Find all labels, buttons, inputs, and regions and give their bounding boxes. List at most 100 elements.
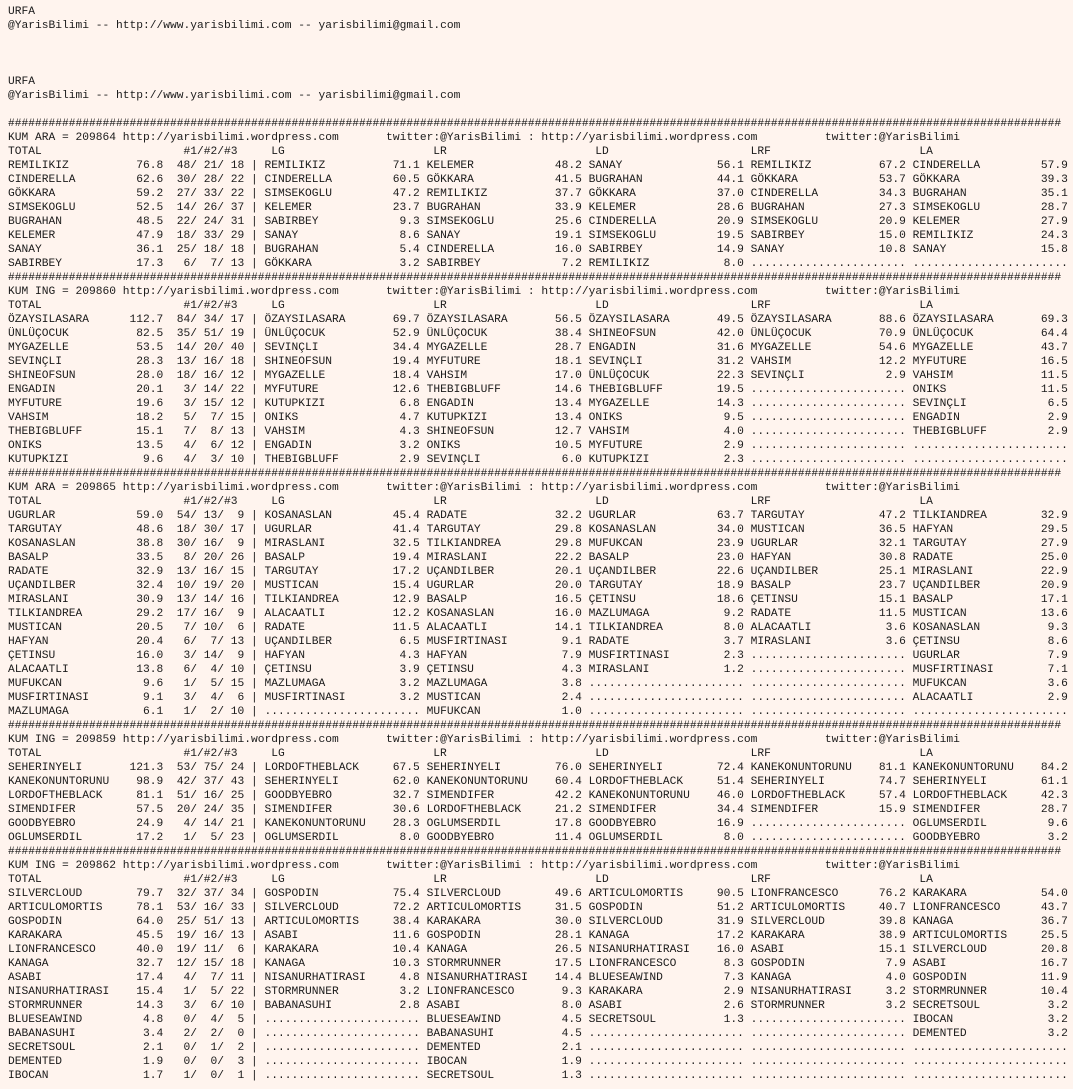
count-separator xyxy=(190,1013,197,1027)
cell-score: 19.4 xyxy=(392,356,420,368)
empty-cell-dots: ....................... xyxy=(750,706,906,718)
column-header-counts: #1/#2/#3 xyxy=(183,146,238,158)
cell-score: 15.9 xyxy=(878,804,906,816)
cell-ld: LIONFRANCESCO 8.3 xyxy=(589,957,744,971)
column-divider xyxy=(244,677,264,691)
total-score: 9.1 xyxy=(143,692,164,704)
placement-count-1: 4 xyxy=(183,818,191,830)
cell-name: SIMSEKOGLU xyxy=(750,216,819,228)
spacer xyxy=(582,341,589,355)
cell-la: ....................... xyxy=(913,1055,1068,1069)
table-row: MYFUTURE19.631512KUTUPKIZI6.8ENGADIN13.4… xyxy=(8,397,1073,411)
placement-count-3: 22 xyxy=(230,986,245,998)
cell-score: 18.4 xyxy=(392,370,420,382)
cell-score: 37.0 xyxy=(716,188,744,200)
cell-score: 6.0 xyxy=(561,454,582,466)
cell-score: 10.3 xyxy=(392,958,420,970)
spacer xyxy=(582,579,589,593)
cell-score: 18.6 xyxy=(716,594,744,606)
count-separator xyxy=(190,257,197,271)
cell-lrf: SEHERINYELI 74.7 xyxy=(751,775,906,789)
cell-lg: BUGRAHAN 5.4 xyxy=(265,243,420,257)
cell-score: 3.9 xyxy=(399,664,420,676)
column-header-total: TOTAL xyxy=(8,146,42,158)
cell-name: ARTICULOMORTIS xyxy=(264,916,360,928)
cell-lr: DEMENTED 2.1 xyxy=(427,1041,582,1055)
total-name: MIRASLANI xyxy=(8,594,69,606)
spacer xyxy=(582,453,589,467)
count-separator xyxy=(190,579,197,593)
cell-score: 21.2 xyxy=(554,804,582,816)
placement-count-1: 18 xyxy=(176,230,191,242)
spacer xyxy=(163,1027,170,1041)
title-block-1: URFA @YarisBilimi -- http://www.yarisbil… xyxy=(8,5,1073,33)
spacer xyxy=(744,985,751,999)
placement-count-3: 10 xyxy=(230,706,245,718)
spacer xyxy=(744,649,751,663)
spacer xyxy=(163,411,170,425)
placement-count-3: 25 xyxy=(230,790,245,802)
total-name: UGURLAR xyxy=(8,510,56,522)
placement-count-2: 11 xyxy=(203,944,218,956)
count-separator xyxy=(190,509,197,523)
cell-la: CINDERELLA 57.9 xyxy=(913,159,1068,173)
spacer xyxy=(582,425,589,439)
cell-score: 30.6 xyxy=(392,804,420,816)
cell-score: 18.1 xyxy=(554,356,582,368)
spacer xyxy=(582,649,589,663)
cell-lg: GÖKKARA 3.2 xyxy=(265,257,420,271)
cell-score: 1.3 xyxy=(561,1070,582,1082)
count-separator xyxy=(217,789,224,803)
total-name: BASALP xyxy=(8,552,49,564)
cell-lr: THEBIGBLUFF 14.6 xyxy=(427,383,582,397)
cell-name: UÇANDILBER xyxy=(588,566,657,578)
cell-lg: SABIRBEY 9.3 xyxy=(265,215,420,229)
cell-lr: ÜNLÜÇOCUK 38.4 xyxy=(427,327,582,341)
total-cell: BUGRAHAN 48.5 xyxy=(8,215,163,229)
column-divider xyxy=(244,215,264,229)
spacer xyxy=(906,439,913,453)
cell-lrf: ....................... xyxy=(751,1069,906,1083)
cell-name: MIRASLANI xyxy=(588,664,650,676)
cell-score: 19.5 xyxy=(716,230,744,242)
cell-la: GOODBYEBRO 3.2 xyxy=(913,831,1068,845)
cell-la: ALACAATLI 2.9 xyxy=(913,691,1068,705)
cell-score: 28.1 xyxy=(554,930,582,942)
cell-lg: NISANURHATIRASI 4.8 xyxy=(265,971,420,985)
placement-count-1: 1 xyxy=(183,832,191,844)
total-name: KANEKONUNTORUNU xyxy=(8,776,110,788)
spacer xyxy=(744,635,751,649)
total-name: GOSPODIN xyxy=(8,916,63,928)
total-cell: IBOCAN 1.7 xyxy=(8,1069,163,1083)
cell-lg: STORMRUNNER 3.2 xyxy=(265,985,420,999)
cell-name: SABIRBEY xyxy=(588,244,643,256)
column-divider xyxy=(244,621,264,635)
cell-name: NISANURHATIRASI xyxy=(750,986,852,998)
count-separator xyxy=(190,985,197,999)
placement-count-3: 15 xyxy=(230,566,245,578)
cell-la: STORMRUNNER 10.4 xyxy=(913,985,1068,999)
column-divider xyxy=(244,509,264,523)
cell-name: ÖZAYSILASARA xyxy=(588,314,670,326)
cell-lrf: ....................... xyxy=(751,1055,906,1069)
cell-lr: ÖZAYSILASARA 56.5 xyxy=(427,313,582,327)
table-row: ÜNLÜÇOCUK82.5355119ÜNLÜÇOCUK52.9ÜNLÜÇOCU… xyxy=(8,327,1073,341)
spacer xyxy=(744,1055,751,1069)
cell-name: OGLUMSERDIL xyxy=(912,818,987,830)
total-cell: NISANURHATIRASI 15.4 xyxy=(8,985,163,999)
column-divider xyxy=(244,341,264,355)
cell-ld: THEBIGBLUFF 19.5 xyxy=(589,383,744,397)
count-separator xyxy=(190,327,197,341)
cell-la: SIMSEKOGLU 28.7 xyxy=(913,201,1068,215)
table-row: VAHSIM18.25715ONIKS4.7KUTUPKIZI13.4ONIKS… xyxy=(8,411,1073,425)
spacer xyxy=(906,887,913,901)
column-divider xyxy=(244,397,264,411)
cell-name: KELEMER xyxy=(264,202,312,214)
cell-la: ....................... xyxy=(913,705,1068,719)
cell-name: KOSANASLAN xyxy=(588,524,657,536)
count-separator xyxy=(190,817,197,831)
cell-lg: TILKIANDREA 12.9 xyxy=(265,593,420,607)
spacer xyxy=(744,1027,751,1041)
total-cell: THEBIGBLUFF 15.1 xyxy=(8,425,163,439)
cell-name: SHINEOFSUN xyxy=(426,426,495,438)
